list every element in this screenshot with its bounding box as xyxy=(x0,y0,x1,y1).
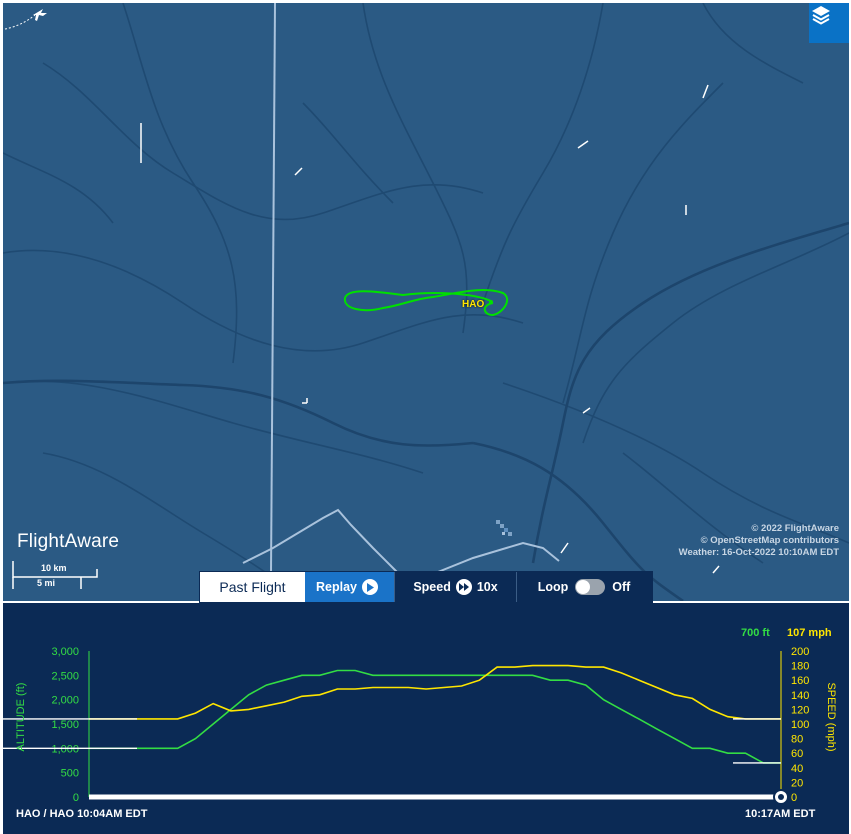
map-roads xyxy=(3,3,849,601)
weather-wind-marks xyxy=(140,84,720,574)
altitude-tick-label: 2,000 xyxy=(51,695,79,707)
replay-label: Replay xyxy=(316,580,357,594)
loop-control[interactable]: Loop Off xyxy=(516,572,651,602)
map-scale: 10 km 5 mi xyxy=(11,561,101,591)
attribution-line: © 2022 FlightAware xyxy=(751,523,839,534)
altitude-axis-label: ALTITUDE (ft) xyxy=(15,682,27,752)
speed-tick-label: 120 xyxy=(791,704,809,716)
speed-tick-label: 140 xyxy=(791,690,809,702)
speed-tick-label: 60 xyxy=(791,748,803,760)
speed-tick-label: 200 xyxy=(791,646,809,658)
map-rivers xyxy=(3,221,849,601)
altitude-tick-label: 1,500 xyxy=(51,719,79,731)
replay-button[interactable]: Replay xyxy=(305,572,394,602)
boundary-line xyxy=(270,3,276,574)
layers-icon xyxy=(812,6,830,25)
loop-label: Loop xyxy=(537,580,569,594)
current-speed: 107 mph xyxy=(787,627,832,639)
past-flight-label: Past Flight xyxy=(219,579,286,595)
graph-canvas: 3,0002,5002,0001,5001,000500020018016014… xyxy=(3,646,809,805)
timeline-scrubber-center xyxy=(778,794,784,800)
speed-axis-label: SPEED (mph) xyxy=(825,682,837,752)
current-altitude: 700 ft xyxy=(741,627,770,639)
speed-tick-label: 40 xyxy=(791,763,803,775)
attribution-line[interactable]: © OpenStreetMap contributors xyxy=(700,535,839,546)
playback-controls: Past Flight Replay Speed 10x Loop Off xyxy=(199,571,653,603)
attribution-line: Weather: 16-Oct-2022 10:10AM EDT xyxy=(678,547,839,558)
weather-radar-cells xyxy=(496,520,512,536)
layers-button[interactable] xyxy=(809,3,849,43)
speed-tick-label: 180 xyxy=(791,661,809,673)
speed-series-line xyxy=(89,664,781,720)
speed-label: Speed xyxy=(413,580,451,594)
play-icon xyxy=(362,579,378,595)
flight-track[interactable] xyxy=(343,289,509,317)
speed-control[interactable]: Speed 10x xyxy=(394,572,516,602)
fast-forward-icon xyxy=(455,579,472,595)
speed-tick-label: 20 xyxy=(791,777,803,789)
flightaware-logo: FlightAware xyxy=(17,531,120,552)
altitude-tick-label: 0 xyxy=(73,792,79,804)
toggle-knob xyxy=(576,580,591,594)
loop-state: Off xyxy=(612,580,631,594)
highways xyxy=(242,508,560,579)
speed-tick-label: 0 xyxy=(791,792,797,804)
past-flight-tab[interactable]: Past Flight xyxy=(200,572,305,602)
altitude-series-line xyxy=(89,669,781,764)
speed-value: 10x xyxy=(476,580,498,594)
scale-mi-label: 5 mi xyxy=(37,578,56,588)
timeline-start-label: HAO / HAO 10:04AM EDT xyxy=(16,808,148,820)
flight-map[interactable]: HAO FlightAware 10 km 5 mi © 2022 Flight… xyxy=(3,3,849,601)
altitude-tick-label: 2,500 xyxy=(51,670,79,682)
speed-tick-label: 80 xyxy=(791,734,803,746)
speed-tick-label: 100 xyxy=(791,719,809,731)
timeline-end-label: 10:17AM EDT xyxy=(745,808,816,820)
map-canvas xyxy=(3,3,849,601)
altitude-speed-graph: 3,000 2,500 2,000 1,500 1,000 500 0 200 180 160 14… xyxy=(3,603,849,834)
airport-dot xyxy=(489,300,493,304)
altitude-tick-label: 3,000 xyxy=(51,646,79,658)
altitude-tick-label: 500 xyxy=(61,768,79,780)
map-attribution: © 2022 FlightAware © OpenStreetMap contr… xyxy=(679,523,839,559)
scale-km-label: 10 km xyxy=(41,563,67,573)
flightaware-plane-icon xyxy=(4,9,47,30)
speed-tick-label: 160 xyxy=(791,675,809,687)
loop-toggle[interactable] xyxy=(575,579,606,595)
altitude-tick-label: 1,000 xyxy=(51,743,79,755)
airport-label[interactable]: HAO xyxy=(462,299,485,310)
